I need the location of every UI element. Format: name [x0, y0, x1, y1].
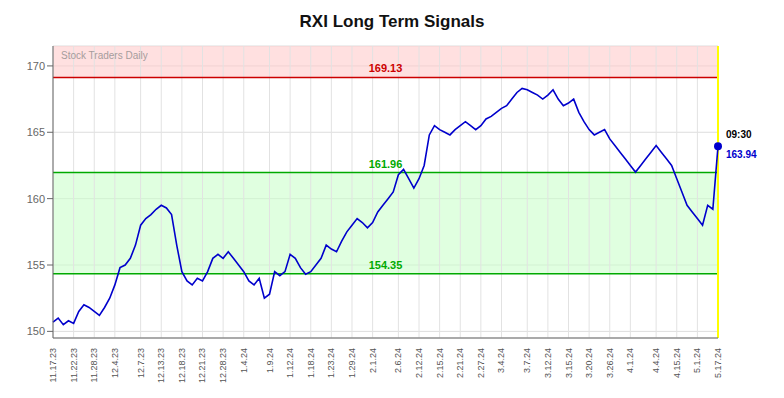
svg-text:160: 160: [27, 193, 45, 205]
svg-text:3.4.24: 3.4.24: [496, 348, 506, 373]
svg-text:150: 150: [27, 325, 45, 337]
svg-text:3.12.24: 3.12.24: [543, 348, 553, 378]
svg-text:11.22.23: 11.22.23: [69, 348, 79, 382]
svg-text:2.12.24: 2.12.24: [414, 348, 424, 378]
svg-text:4.15.24: 4.15.24: [672, 348, 682, 378]
svg-text:12.4.23: 12.4.23: [110, 348, 120, 378]
svg-text:11.28.23: 11.28.23: [89, 348, 99, 382]
svg-text:2.15.24: 2.15.24: [435, 348, 445, 378]
svg-text:1.9.24: 1.9.24: [265, 348, 275, 373]
svg-text:155: 155: [27, 259, 45, 271]
svg-text:1.4.24: 1.4.24: [239, 348, 249, 373]
html-text:Stock Traders Daily: Stock Traders Daily: [61, 50, 148, 61]
svg-text:5.1.24: 5.1.24: [692, 348, 702, 373]
svg-text:4.4.24: 4.4.24: [651, 348, 661, 373]
svg-text:3.15.24: 3.15.24: [564, 348, 574, 378]
svg-text:1.18.24: 1.18.24: [306, 348, 316, 378]
svg-text:169.13: 169.13: [369, 62, 403, 74]
svg-text:161.96: 161.96: [369, 158, 403, 170]
svg-text:1.12.24: 1.12.24: [285, 348, 295, 378]
svg-text:4.1.24: 4.1.24: [625, 348, 635, 373]
svg-text:11.17.23: 11.17.23: [48, 348, 58, 382]
svg-text:1.29.24: 1.29.24: [347, 348, 357, 378]
svg-text:165: 165: [27, 126, 45, 138]
svg-text:12.21.23: 12.21.23: [197, 348, 207, 383]
svg-text:12.18.23: 12.18.23: [177, 348, 187, 383]
svg-text:12.28.23: 12.28.23: [218, 348, 228, 383]
svg-text:5.17.24: 5.17.24: [713, 348, 723, 378]
svg-text:09:30: 09:30: [726, 129, 752, 140]
svg-text:12.7.23: 12.7.23: [136, 348, 146, 378]
svg-text:154.35: 154.35: [369, 259, 403, 271]
svg-text:12.13.23: 12.13.23: [156, 348, 166, 383]
svg-text:2.21.24: 2.21.24: [455, 348, 465, 378]
svg-text:3.7.24: 3.7.24: [522, 348, 532, 373]
svg-text:3.26.24: 3.26.24: [605, 348, 615, 378]
html-text:RXI Long Term Signals: RXI Long Term Signals: [299, 12, 485, 31]
svg-text:2.1.24: 2.1.24: [368, 348, 378, 373]
svg-text:2.27.24: 2.27.24: [476, 348, 486, 378]
svg-text:1.23.24: 1.23.24: [326, 348, 336, 378]
svg-text:2.6.24: 2.6.24: [393, 348, 403, 373]
svg-text:3.20.24: 3.20.24: [584, 348, 594, 378]
svg-text:170: 170: [27, 60, 45, 72]
svg-text:163.94: 163.94: [726, 149, 757, 160]
